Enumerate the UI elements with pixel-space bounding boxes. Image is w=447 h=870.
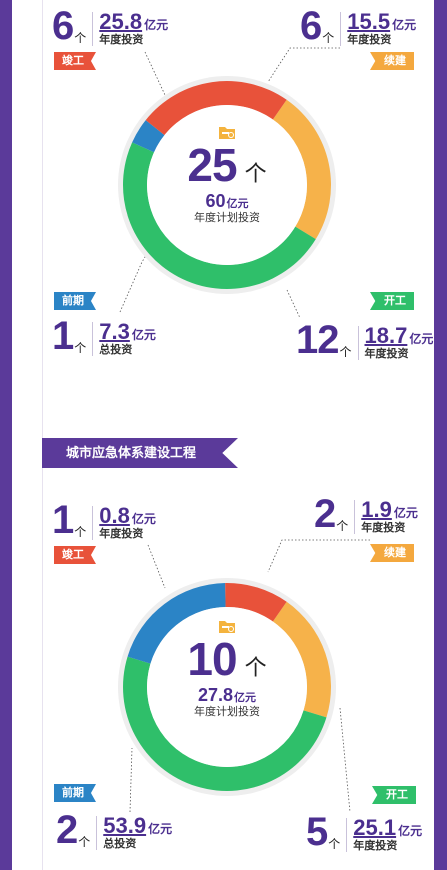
donut-slice-blue (127, 583, 226, 664)
total-count: 10 (187, 633, 237, 685)
stat-value: 53.9 (103, 813, 147, 838)
plan-amount: 60 (205, 191, 226, 211)
donut-slice-orange (272, 99, 331, 240)
stat-jungong-2: 1个 0.8 亿元年度投资 (52, 500, 156, 540)
plan-unit: 亿元 (234, 692, 257, 704)
stat-count-unit: 个 (328, 837, 341, 851)
stat-qianqi-2: 2个 53.9 亿元 总投资 (56, 810, 172, 850)
stat-label: 总投资 (103, 838, 137, 850)
stat-value: 25.8 (99, 9, 143, 34)
stat-value-unit: 亿元 (144, 18, 169, 32)
stat-count-unit: 个 (339, 345, 352, 359)
stat-label: 年度投资 (364, 348, 409, 360)
stat-count-unit: 个 (74, 31, 87, 45)
stat-value-unit: 亿元 (409, 332, 434, 346)
stat-kaigong-1: 12个 18.7 亿元 年度投资 (296, 320, 433, 360)
donut-slice-green (123, 656, 327, 791)
stat-count-unit: 个 (322, 31, 335, 45)
stat-value-unit: 亿元 (131, 512, 156, 526)
section-banner: 城市应急体系建设工程 (42, 438, 238, 468)
stat-count: 2 (56, 808, 78, 852)
total-unit: 个 (244, 655, 267, 680)
stat-label: 年度投资 (99, 34, 144, 46)
plan-label: 年度计划投资 (194, 706, 260, 718)
stat-value-unit: 亿元 (393, 506, 418, 520)
stat-value-unit: 亿元 (392, 18, 417, 32)
total-count: 25 (187, 139, 237, 191)
donut-chart-2 (118, 578, 336, 796)
stat-value: 15.5 (347, 9, 391, 34)
stat-count: 6 (300, 4, 322, 48)
tag-jungong-1: 竣工 (54, 52, 96, 70)
stat-value: 18.7 (364, 323, 408, 348)
center-summary-1: 25 个 60亿元 年度计划投资 (158, 124, 296, 225)
tag-xujian-1: 续建 (370, 52, 414, 70)
plan-label: 年度计划投资 (194, 212, 260, 224)
tag-qianqi-1: 前期 (54, 292, 96, 310)
stat-value: 1.9 (361, 497, 392, 522)
stat-label: 年度投资 (361, 522, 406, 534)
donut-chart-1 (118, 76, 336, 294)
stat-label: 年度投资 (99, 528, 144, 540)
plan-unit: 亿元 (226, 198, 249, 210)
stat-value-unit: 亿元 (148, 822, 173, 836)
stat-value-unit: 亿元 (398, 824, 423, 838)
stat-xujian-1: 6个 15.5 亿元 年度投资 (300, 6, 416, 46)
stat-value: 7.3 (99, 319, 130, 344)
stat-count: 6 (52, 4, 74, 48)
stat-jungong-1: 6个 25.8 亿元 年度投资 (52, 6, 168, 46)
stat-xujian-2: 2个 1.9 亿元年度投资 (314, 494, 418, 534)
stat-count: 5 (306, 810, 328, 854)
section-overview: 25 个 60亿元 年度计划投资 6个25.8 亿元 年度投资 竣工 6个15.5 亿元… (0, 0, 447, 420)
stat-kaigong-2: 5个 25.1 亿元 年度投资 (306, 812, 422, 852)
stat-count-unit: 个 (336, 519, 349, 533)
plan-amount: 27.8 (197, 685, 234, 705)
tag-kaigong-2: 开工 (372, 786, 416, 804)
stat-count: 1 (52, 314, 74, 358)
donut-slice-green (122, 142, 316, 290)
tag-jungong-2: 竣工 (54, 546, 96, 564)
donut-slice-red (225, 583, 287, 622)
tag-kaigong-1: 开工 (370, 292, 414, 310)
total-unit: 个 (244, 161, 267, 186)
stat-count: 1 (52, 498, 74, 542)
stat-label: 年度投资 (347, 34, 392, 46)
center-summary-2: 10 个 27.8亿元 年度计划投资 (158, 618, 296, 719)
stat-count-unit: 个 (74, 341, 87, 355)
timeline-line (42, 0, 43, 870)
stat-count: 2 (314, 492, 336, 536)
stat-value: 0.8 (99, 503, 130, 528)
folder-money-icon (219, 621, 235, 633)
donut-slice-blue (132, 120, 165, 153)
stat-value-unit: 亿元 (131, 328, 156, 342)
stat-count: 12 (296, 318, 339, 362)
tag-xujian-2: 续建 (370, 544, 414, 562)
stat-value: 25.1 (353, 815, 397, 840)
folder-money-icon (219, 127, 235, 139)
stat-label: 年度投资 (353, 840, 398, 852)
donut-slice-orange (272, 601, 331, 718)
stat-count-unit: 个 (74, 525, 87, 539)
stat-label: 总投资 (99, 344, 133, 356)
banner-title: 城市应急体系建设工程 (66, 445, 197, 460)
tag-qianqi-2: 前期 (54, 784, 96, 802)
donut-slice-red (145, 81, 287, 136)
stat-qianqi-1: 1个 7.3 亿元总投资 (52, 316, 156, 356)
stat-count-unit: 个 (78, 835, 91, 849)
